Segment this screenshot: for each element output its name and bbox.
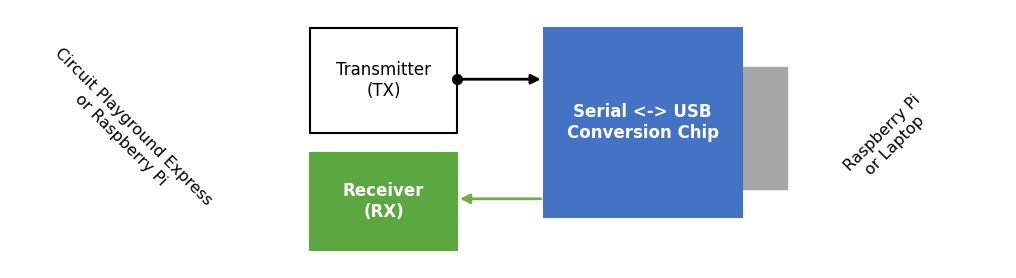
Bar [310,153,457,250]
Bar [544,28,742,217]
Text: Serial <-> USB
Conversion Chip: Serial <-> USB Conversion Chip [567,103,718,142]
Text: Circuit Playground Express
or Raspberry Pi: Circuit Playground Express or Raspberry … [40,46,214,221]
Bar [742,67,787,189]
Text: Transmitter
(TX): Transmitter (TX) [336,61,431,100]
Bar [310,28,457,133]
Text: Receiver
(RX): Receiver (RX) [342,182,425,221]
Text: Raspberry Pi
or Laptop: Raspberry Pi or Laptop [842,92,936,186]
